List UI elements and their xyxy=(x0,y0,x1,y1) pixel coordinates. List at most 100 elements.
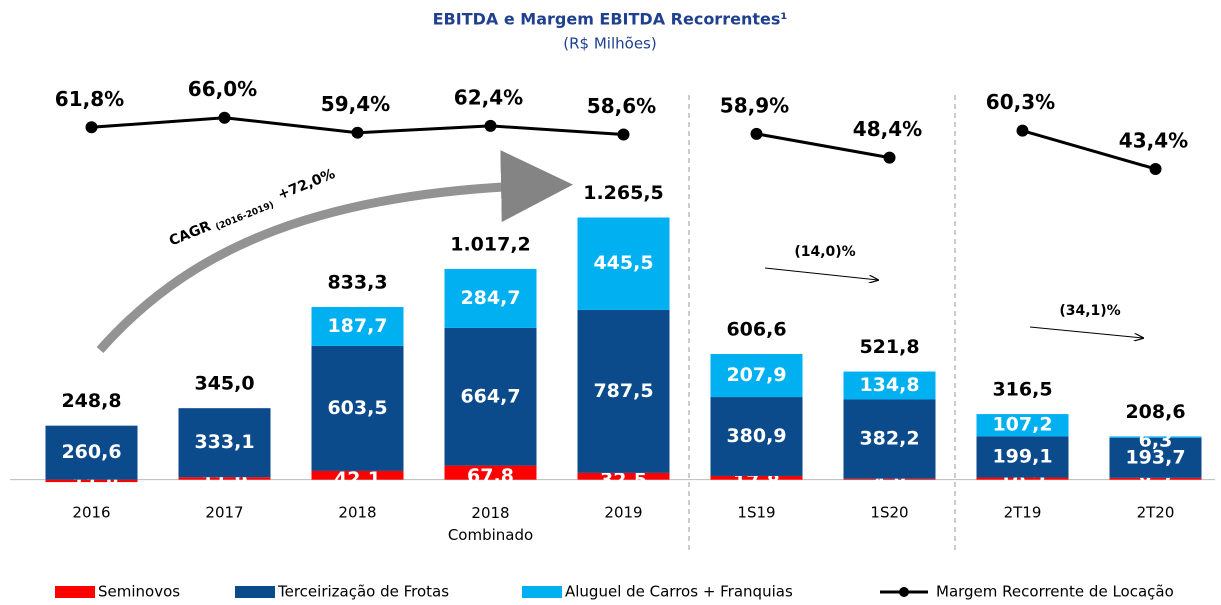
total-label: 833,3 xyxy=(327,272,387,294)
change-arrow xyxy=(1029,326,1143,338)
legend-label: Margem Recorrente de Locação xyxy=(936,583,1174,601)
margin-label: 48,4% xyxy=(853,117,922,141)
bar-segment xyxy=(577,472,670,480)
segment-label: 199,1 xyxy=(992,445,1052,467)
annotation: CAGR xyxy=(167,218,213,249)
legend-swatch xyxy=(55,586,95,598)
total-label: 521,8 xyxy=(859,336,919,358)
chart-title: EBITDA e Margem EBITDA Recorrentes¹ xyxy=(433,10,788,29)
segment-label: 42,1 xyxy=(334,468,381,490)
total-label: 1.265,5 xyxy=(583,182,664,204)
bar-segment xyxy=(45,479,138,483)
margin-point xyxy=(1016,124,1029,137)
bar-segment xyxy=(311,307,404,346)
bar-segment xyxy=(178,477,271,480)
segment-label: 32,5 xyxy=(600,469,647,491)
segment-label: 382,2 xyxy=(859,428,919,450)
total-label: 208,6 xyxy=(1125,401,1185,423)
segment-label: 67,8 xyxy=(467,465,514,487)
bar-segment xyxy=(843,478,936,480)
margin-line xyxy=(1022,129,1156,171)
annotation: (34,1)% xyxy=(1059,303,1120,319)
legend-swatch xyxy=(235,586,275,598)
change-arrow xyxy=(764,267,878,280)
segment-label: 284,7 xyxy=(460,287,520,309)
total-label: 345,0 xyxy=(194,373,254,395)
bar-segment xyxy=(444,268,537,328)
annotation: (2016-2019) xyxy=(214,200,275,233)
bar-segment xyxy=(45,425,138,480)
margin-point xyxy=(883,151,896,164)
segment-label: 445,5 xyxy=(593,252,653,274)
segment-label: 380,9 xyxy=(726,425,786,447)
bar-segment xyxy=(311,345,404,471)
x-tick-label: 1S20 xyxy=(870,504,908,522)
bar-segment xyxy=(976,414,1069,437)
x-tick-label: 2016 xyxy=(72,504,110,522)
legend-swatch xyxy=(522,586,562,598)
x-tick-label: 2017 xyxy=(205,504,243,522)
bar-segment xyxy=(444,327,537,466)
segment-label: 260,6 xyxy=(61,441,121,463)
margin-label: 60,3% xyxy=(986,90,1055,114)
x-tick-label: 2T20 xyxy=(1137,504,1175,522)
x-tick-label: 2018 Combinado xyxy=(448,504,533,544)
bar-segment xyxy=(1109,436,1202,438)
total-label: 606,6 xyxy=(726,318,786,340)
segment-label: 333,1 xyxy=(194,431,254,453)
total-label: 1.017,2 xyxy=(450,233,531,255)
bar-segment xyxy=(311,470,404,480)
bar-segment xyxy=(710,353,803,398)
bar-segment xyxy=(577,309,670,473)
segment-label: 107,2 xyxy=(992,414,1052,436)
legend-label: Seminovos xyxy=(98,583,180,601)
legend-swatch xyxy=(899,587,909,597)
margin-point xyxy=(85,121,98,134)
x-tick-label: 2T19 xyxy=(1004,504,1042,522)
margin-line xyxy=(756,132,890,160)
bar-segment xyxy=(444,465,537,480)
margin-label: 61,8% xyxy=(55,87,124,111)
bar-segment xyxy=(843,399,936,479)
bar-segment xyxy=(710,475,803,480)
margin-point xyxy=(484,119,497,132)
x-tick-label: 1S19 xyxy=(737,504,775,522)
total-label: 316,5 xyxy=(992,379,1052,401)
segment-label: 787,5 xyxy=(593,380,653,402)
margin-label: 66,0% xyxy=(188,77,257,101)
annotation: (14,0)% xyxy=(794,244,855,260)
segment-label: 664,7 xyxy=(460,385,520,407)
annotation: +72,0% xyxy=(276,166,338,203)
margin-label: 43,4% xyxy=(1119,128,1188,152)
margin-point xyxy=(1149,162,1162,175)
margin-label: 62,4% xyxy=(454,85,523,109)
margin-point xyxy=(750,127,763,140)
bar-segment xyxy=(710,397,803,476)
segment-label: 6,3 xyxy=(1139,430,1173,452)
x-tick-label: 2018 xyxy=(338,504,376,522)
bar-segment xyxy=(976,477,1069,480)
bar-segment xyxy=(843,371,936,400)
segment-label: 603,5 xyxy=(327,397,387,419)
margin-label: 58,6% xyxy=(587,94,656,118)
bar-segment xyxy=(1109,477,1202,480)
bar-segment xyxy=(1109,437,1202,478)
margin-point xyxy=(351,126,364,139)
bar-segment xyxy=(178,408,271,478)
segment-label: 207,9 xyxy=(726,364,786,386)
total-label: 248,8 xyxy=(61,390,121,412)
margin-label: 59,4% xyxy=(321,92,390,116)
legend-label: Terceirização de Frotas xyxy=(277,583,449,601)
cagr-arrow xyxy=(96,150,573,353)
segment-label: 187,7 xyxy=(327,315,387,337)
margin-point xyxy=(218,111,231,124)
margin-point xyxy=(617,128,630,141)
chart-subtitle: (R$ Milhões) xyxy=(563,35,656,53)
segment-label: 134,8 xyxy=(859,374,919,396)
x-tick-label: 2019 xyxy=(604,504,642,522)
legend-label: Aluguel de Carros + Franquias xyxy=(565,583,793,601)
bar-segment xyxy=(976,436,1069,478)
margin-label: 58,9% xyxy=(720,93,789,117)
segment-label: 193,7 xyxy=(1125,446,1185,468)
